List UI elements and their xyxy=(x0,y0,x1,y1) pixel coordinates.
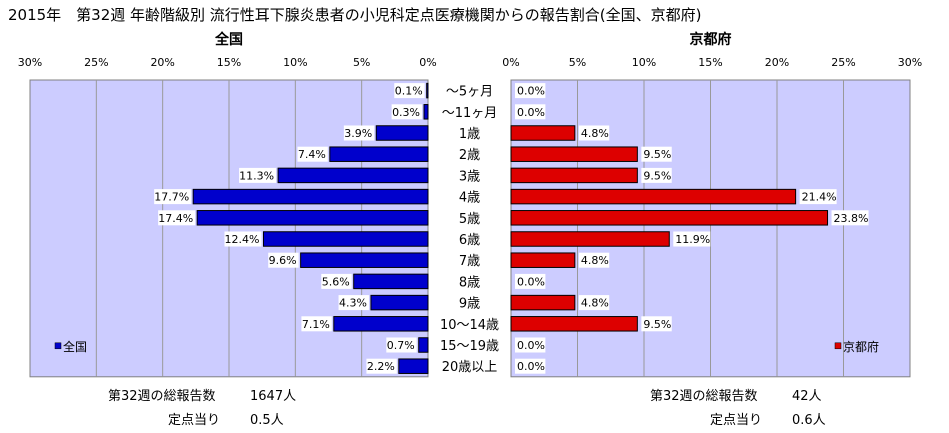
legend-swatch-1 xyxy=(835,343,841,349)
x-tick-label-0-6: 30% xyxy=(18,56,42,69)
data-label-0-10: 4.3% xyxy=(339,297,367,310)
data-label-0-7: 12.4% xyxy=(225,233,260,246)
panel-title-1: 京都府 xyxy=(690,31,732,48)
data-label-1-12: 0.0% xyxy=(517,339,545,352)
summary-value-0-1: 0.5人 xyxy=(250,413,284,428)
x-tick-label-1-0: 0% xyxy=(502,56,519,69)
bar-1-4 xyxy=(511,168,637,183)
chart-title: 2015年 第32週 年齢階級別 流行性耳下腺炎患者の小児科定点医療機関からの報… xyxy=(8,6,702,24)
data-label-0-13: 2.2% xyxy=(367,360,395,373)
bar-1-10 xyxy=(511,295,575,310)
bar-0-11 xyxy=(334,317,428,332)
data-label-1-4: 9.5% xyxy=(643,169,671,182)
category-label-8: 7歳 xyxy=(459,254,480,269)
data-label-0-9: 5.6% xyxy=(322,275,350,288)
category-label-1: ～11ヶ月 xyxy=(442,106,498,121)
bar-0-7 xyxy=(263,232,428,247)
x-tick-label-1-4: 20% xyxy=(765,56,789,69)
category-label-4: 3歳 xyxy=(459,169,480,184)
data-label-0-6: 17.4% xyxy=(158,212,193,225)
data-label-1-8: 4.8% xyxy=(581,254,609,267)
bar-0-13 xyxy=(399,359,428,374)
summary-value-0-0: 1647人 xyxy=(250,389,296,404)
data-label-0-1: 0.3% xyxy=(392,106,420,119)
category-label-7: 6歳 xyxy=(459,233,480,248)
x-tick-label-1-6: 30% xyxy=(898,56,922,69)
category-label-2: 1歳 xyxy=(459,127,480,142)
bar-0-10 xyxy=(371,295,428,310)
chart-layer: 0% 5% 10% 15% 20% 25% 30% 全国 0.1% 0.3% 3.9% 7.4% 11.… xyxy=(18,31,922,428)
bar-0-4 xyxy=(278,168,428,183)
data-label-0-5: 17.7% xyxy=(154,191,189,204)
bar-0-3 xyxy=(330,147,428,162)
summary-label-1-0: 第32週の総報告数 xyxy=(650,389,758,404)
data-label-0-8: 9.6% xyxy=(269,254,297,267)
bar-1-7 xyxy=(511,232,669,247)
bar-1-2 xyxy=(511,126,575,141)
x-tick-label-1-2: 10% xyxy=(632,56,656,69)
bar-0-1 xyxy=(424,105,428,120)
category-label-12: 15～19歳 xyxy=(440,339,499,354)
x-tick-label-0-0: 0% xyxy=(419,56,436,69)
category-label-0: ～5ヶ月 xyxy=(446,85,493,100)
bar-0-12 xyxy=(419,338,428,353)
summary-label-0-0: 第32週の総報告数 xyxy=(108,389,216,404)
data-label-0-12: 0.7% xyxy=(387,339,415,352)
data-label-0-4: 11.3% xyxy=(239,169,274,182)
x-tick-label-1-3: 15% xyxy=(698,56,722,69)
x-tick-label-0-4: 20% xyxy=(150,56,174,69)
data-label-1-7: 11.9% xyxy=(675,233,710,246)
x-tick-label-0-3: 15% xyxy=(217,56,241,69)
category-label-10: 9歳 xyxy=(459,297,480,312)
data-label-0-2: 3.9% xyxy=(344,127,372,140)
bar-1-6 xyxy=(511,211,828,226)
data-label-1-0: 0.0% xyxy=(517,85,545,98)
category-label-5: 4歳 xyxy=(459,191,480,206)
bar-0-2 xyxy=(376,126,428,141)
x-tick-label-1-5: 25% xyxy=(831,56,855,69)
bar-1-3 xyxy=(511,147,637,162)
data-label-0-11: 7.1% xyxy=(302,318,330,331)
category-label-3: 2歳 xyxy=(459,148,480,163)
data-label-1-10: 4.8% xyxy=(581,297,609,310)
bar-1-8 xyxy=(511,253,575,268)
summary-value-1-1: 0.6人 xyxy=(792,413,826,428)
summary-value-1-0: 42人 xyxy=(792,389,822,404)
summary-label-1-1: 定点当り xyxy=(710,413,762,428)
legend-swatch-0 xyxy=(55,343,61,349)
category-label-13: 20歳以上 xyxy=(442,360,498,375)
data-label-1-13: 0.0% xyxy=(517,360,545,373)
x-tick-label-1-1: 5% xyxy=(569,56,586,69)
data-label-1-3: 9.5% xyxy=(643,148,671,161)
legend-label-0: 全国 xyxy=(63,339,87,354)
x-tick-label-0-2: 10% xyxy=(283,56,307,69)
bar-0-6 xyxy=(197,211,428,226)
bar-0-0 xyxy=(427,83,428,98)
data-label-1-11: 9.5% xyxy=(643,318,671,331)
data-label-1-2: 4.8% xyxy=(581,127,609,140)
category-label-6: 5歳 xyxy=(459,212,480,227)
x-tick-label-0-5: 25% xyxy=(84,56,108,69)
bar-0-9 xyxy=(354,274,428,289)
summary-label-0-1: 定点当り xyxy=(168,413,220,428)
data-label-1-6: 23.8% xyxy=(834,212,869,225)
x-tick-label-0-1: 5% xyxy=(353,56,370,69)
data-label-1-1: 0.0% xyxy=(517,106,545,119)
data-label-0-3: 7.4% xyxy=(298,148,326,161)
panel-title-0: 全国 xyxy=(214,31,243,48)
data-label-0-0: 0.1% xyxy=(395,85,423,98)
bar-0-8 xyxy=(301,253,428,268)
legend-label-1: 京都府 xyxy=(843,339,879,354)
bar-1-5 xyxy=(511,189,796,204)
category-label-11: 10～14歳 xyxy=(440,318,499,333)
data-label-1-5: 21.4% xyxy=(802,191,837,204)
bar-1-11 xyxy=(511,317,637,332)
data-label-1-9: 0.0% xyxy=(517,275,545,288)
category-label-9: 8歳 xyxy=(459,275,480,290)
bar-0-5 xyxy=(193,189,428,204)
